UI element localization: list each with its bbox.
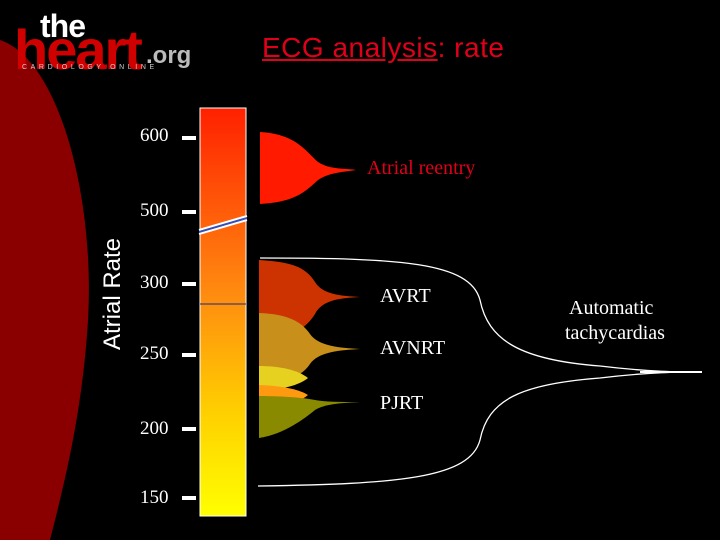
- tick-label-300: 300: [140, 272, 169, 293]
- tick-mark-200: [182, 427, 196, 431]
- tick-mark-600: [182, 136, 196, 140]
- tick-label-250: 250: [140, 343, 169, 364]
- tick-label-600: 600: [140, 125, 169, 146]
- label-pjrt: PJRT: [380, 392, 424, 414]
- tick-label-150: 150: [140, 487, 169, 508]
- logo-heart: heart: [14, 18, 143, 81]
- logo-tagline: CARDIOLOGY ONLINE: [22, 64, 158, 71]
- tick-mark-300: [182, 282, 196, 286]
- tick-mark-250: [182, 353, 196, 357]
- axis-break-fill: [199, 217, 247, 233]
- page-title: ECG analysis: rate: [262, 32, 504, 64]
- logo-the: the: [40, 8, 86, 44]
- avnrt-inner-shape: [259, 366, 308, 390]
- label-automatic-tachycardias: Automatic tachycardias: [565, 296, 665, 346]
- red-arc-shape: [0, 40, 89, 540]
- label-automatic-line2: tachycardias: [565, 322, 665, 344]
- avnrt-shape: [259, 313, 360, 383]
- logo-org: .org: [146, 42, 192, 69]
- label-avrt: AVRT: [380, 285, 431, 307]
- axis-break-marks: [198, 215, 248, 235]
- tick-mark-500: [182, 210, 196, 214]
- label-avnrt: AVNRT: [380, 337, 446, 359]
- tick-label-500: 500: [140, 200, 169, 221]
- pjrt-shape: [259, 396, 360, 438]
- rate-gradient-bar: [199, 107, 247, 517]
- tick-label-200: 200: [140, 418, 169, 439]
- atrial-reentry-shape: [260, 132, 356, 204]
- label-automatic-line1: Automatic: [569, 297, 654, 319]
- tick-mark-150: [182, 496, 196, 500]
- title-part-underlined: ECG analysis: [262, 32, 438, 63]
- title-part-rest: : rate: [437, 32, 505, 63]
- label-atrial-reentry: Atrial reentry: [367, 157, 476, 179]
